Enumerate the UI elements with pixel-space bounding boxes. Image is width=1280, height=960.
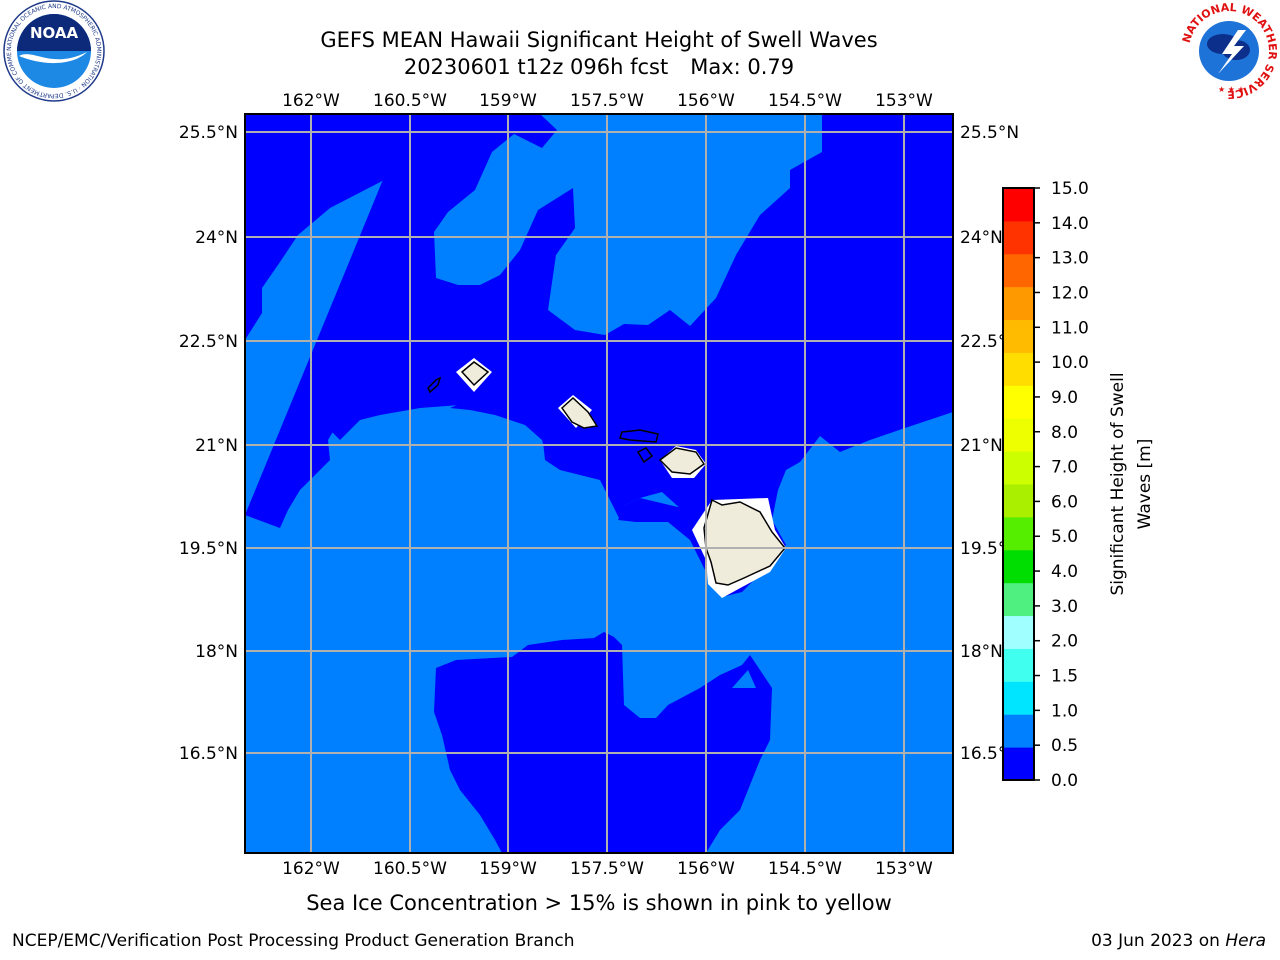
colorbar: 0.0 0.5 1.0 1.5 2.0 3.0 4.0 5.0 6.0 7.0 8.0 9.0 10.0… — [1002, 179, 1089, 791]
colorbar-swatch — [1003, 253, 1034, 288]
colorbar-tick-label: 5.0 — [1051, 527, 1078, 547]
lon-tick: 153°W — [875, 91, 933, 111]
lon-tick: 160.5°W — [373, 859, 447, 879]
colorbar-label-line2: Waves [m] — [1135, 439, 1155, 530]
swell-0-0p5-south — [434, 632, 772, 853]
footer-date-text: 03 Jun 2023 on — [1091, 931, 1226, 951]
lon-tick: 162°W — [282, 91, 340, 111]
lon-tick: 160.5°W — [373, 91, 447, 111]
colorbar-tick-label: 11.0 — [1051, 318, 1089, 338]
lon-tick: 156°W — [677, 859, 735, 879]
colorbar-swatch — [1003, 451, 1034, 485]
swell-0-0p5-north — [245, 114, 410, 340]
colorbar-tick-label: 2.0 — [1051, 632, 1078, 652]
lon-tick: 157.5°W — [570, 859, 644, 879]
noaa-logo: NATIONAL OCEANIC AND ATMOSPHERIC ADMINIS… — [3, 0, 105, 102]
lat-tick: 21°N — [195, 436, 238, 456]
map-grid — [245, 114, 953, 853]
colorbar-tick-label: 14.0 — [1051, 214, 1089, 234]
footer-date: 03 Jun 2023 on Hera — [1091, 931, 1266, 951]
noaa-logo-text: NOAA — [30, 24, 79, 42]
molokai-island — [619, 429, 659, 443]
colorbar-swatch — [1003, 648, 1034, 682]
colorbar-swatch — [1003, 615, 1034, 649]
maui-island — [658, 447, 706, 475]
lon-ticks-top: 162°W 160.5°W 159°W 157.5°W 156°W 154.5°… — [282, 91, 933, 111]
colorbar-frame — [1002, 187, 1035, 781]
svg-text:★ ★ ★: ★ ★ ★ — [1218, 85, 1245, 94]
lon-tick: 156°W — [677, 91, 735, 111]
lat-tick: 19.5°N — [179, 539, 238, 559]
lon-tick: 153°W — [875, 859, 933, 879]
lat-tick: 21°N — [960, 436, 1003, 456]
colorbar-swatch — [1003, 484, 1034, 518]
lon-tick: 157.5°W — [570, 91, 644, 111]
chart-subtitle: 20230601 t12z 096h fcst Max: 0.79 — [0, 54, 1198, 80]
nws-logo: NATIONAL WEATHER SERVICE ★ ★ ★ — [1180, 1, 1279, 101]
colorbar-swatch — [1003, 549, 1034, 584]
lat-tick: 25.5°N — [960, 123, 1019, 143]
colorbar-tick-label: 13.0 — [1051, 249, 1089, 269]
lanai-island — [636, 447, 654, 464]
colorbar-swatch — [1003, 220, 1034, 255]
colorbar-tick-label: 3.0 — [1051, 597, 1078, 617]
oahu-island — [561, 396, 599, 429]
lon-tick: 154.5°W — [768, 859, 842, 879]
colorbar-swatch — [1003, 681, 1034, 715]
lat-tick: 25.5°N — [179, 123, 238, 143]
footer-credit: NCEP/EMC/Verification Post Processing Pr… — [12, 931, 575, 951]
lat-tick: 18°N — [195, 642, 238, 662]
colorbar-tick-label: 7.0 — [1051, 458, 1078, 478]
lat-tick: 22.5°N — [179, 332, 238, 352]
colorbar-tick-label: 1.5 — [1051, 667, 1078, 687]
colorbar-tick-label: 1.0 — [1051, 701, 1078, 721]
lat-tick: 18°N — [960, 642, 1003, 662]
footer-host: Hera — [1225, 931, 1266, 951]
colorbar-tick-label: 15.0 — [1051, 179, 1089, 199]
lat-tick: 24°N — [960, 228, 1003, 248]
colorbar-swatch — [1003, 188, 1034, 222]
colorbar-tick-label: 0.5 — [1051, 736, 1078, 756]
lat-tick: 24°N — [195, 228, 238, 248]
map-frame — [244, 113, 954, 854]
map-plot-area — [245, 114, 953, 853]
colorbar-label-line1: Significant Height of Swell — [1108, 372, 1128, 595]
lon-tick: 159°W — [479, 91, 537, 111]
colorbar-swatch — [1003, 418, 1034, 452]
forecast-run: 20230601 t12z 096h fcst — [403, 55, 669, 79]
max-value: Max: 0.79 — [690, 55, 795, 79]
swell-0-0p5-north — [245, 114, 953, 530]
lon-tick: 154.5°W — [768, 91, 842, 111]
lon-tick: 159°W — [479, 859, 537, 879]
colorbar-swatch — [1003, 352, 1034, 386]
chart-title: GEFS MEAN Hawaii Significant Height of S… — [320, 28, 878, 52]
colorbar-tick-label: 9.0 — [1051, 388, 1078, 408]
niihau-island — [427, 376, 442, 394]
colorbar-tick-label: 12.0 — [1051, 283, 1089, 303]
lat-ticks-left: 25.5°N 24°N 22.5°N 21°N 19.5°N 18°N 16.5… — [179, 123, 238, 764]
colorbar-swatch — [1003, 319, 1034, 353]
lon-ticks-bottom: 162°W 160.5°W 159°W 157.5°W 156°W 154.5°… — [282, 859, 933, 879]
colorbar-swatch — [1003, 385, 1034, 419]
lat-tick: 16.5°N — [179, 744, 238, 764]
colorbar-tick-label: 0.0 — [1051, 771, 1078, 791]
colorbar-tick-label: 4.0 — [1051, 562, 1078, 582]
colorbar-tick-label: 8.0 — [1051, 423, 1078, 443]
swell-0p5-1-patch — [732, 670, 756, 688]
sea-ice-caption: Sea Ice Concentration > 15% is shown in … — [306, 891, 892, 915]
colorbar-swatch — [1003, 286, 1034, 321]
colorbar-swatch — [1003, 516, 1034, 551]
colorbar-tick-label: 6.0 — [1051, 492, 1078, 512]
colorbar-swatch — [1003, 714, 1034, 748]
colorbar-swatch — [1003, 582, 1034, 617]
colorbar-swatch — [1003, 747, 1034, 781]
kauai-island — [460, 361, 490, 387]
colorbar-tick-label: 10.0 — [1051, 353, 1089, 373]
lon-tick: 162°W — [282, 859, 340, 879]
